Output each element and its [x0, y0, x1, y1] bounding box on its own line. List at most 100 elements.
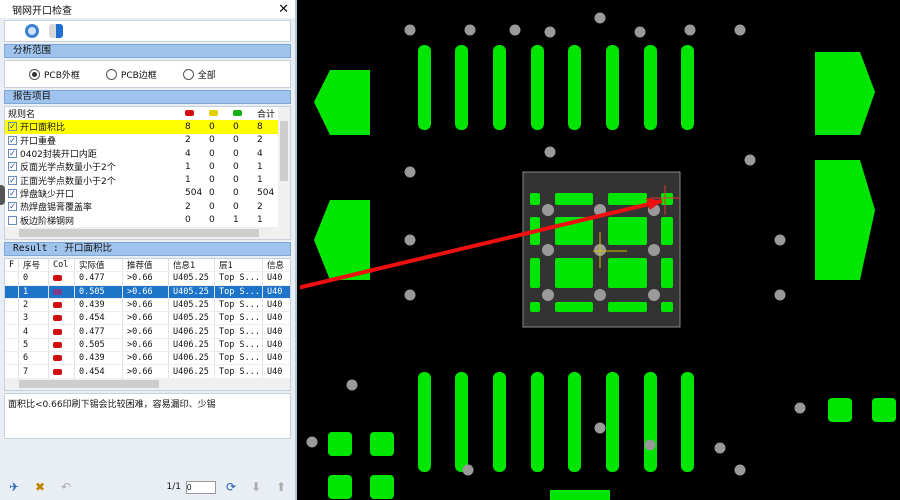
smd-pad	[606, 45, 619, 130]
rule-checkbox[interactable]: ✓	[8, 202, 17, 212]
actual-value: 0.505	[75, 338, 123, 352]
layer1: Top S...	[215, 298, 263, 312]
scope-option[interactable]: PCB边框	[105, 68, 157, 81]
result-row[interactable]: 2 0.439 >0.66 U405.25 Top S... U40	[5, 298, 290, 313]
info1: U405.25	[169, 312, 215, 325]
rule-row[interactable]: ✓ 反面光学点数量小于2个 1 0 0 1	[5, 160, 283, 173]
stencil-opening	[608, 302, 647, 312]
info2: U40	[263, 312, 290, 324]
radio-button[interactable]	[105, 68, 117, 80]
result-row[interactable]: 4 0.477 >0.66 U406.25 Top S... U40	[5, 325, 290, 339]
result-row[interactable]: 6 0.439 >0.66 U406.25 Top S... U40	[5, 352, 290, 366]
recommended-value: >0.66	[123, 338, 169, 352]
smd-pad	[418, 372, 431, 472]
yellow-count: 0	[209, 175, 215, 186]
color-swatch	[49, 365, 75, 378]
row-index: 6	[19, 352, 49, 365]
smd-pad	[644, 372, 657, 472]
column-header[interactable]: 实际值	[75, 259, 123, 272]
up-arrow-icon[interactable]: ⬆	[275, 480, 287, 494]
rule-row[interactable]: ✓ 正面光学点数量小于2个 1 0 0 1	[5, 173, 283, 187]
exit-icon[interactable]	[49, 24, 63, 38]
rule-row[interactable]: 板边阶梯钢网 0 0 1 1	[5, 213, 283, 227]
refresh-icon[interactable]	[25, 24, 39, 38]
rule-row[interactable]: ✓ 热焊盘锡膏覆盖率 2 0 0 2	[5, 200, 283, 213]
stencil-opening	[661, 193, 673, 205]
rule-checkbox[interactable]: ✓	[8, 135, 17, 145]
down-arrow-icon[interactable]: ⬇	[250, 480, 262, 494]
rule-name: 正面光学点数量小于2个	[20, 176, 116, 187]
via	[464, 24, 476, 36]
yellow-count: 0	[209, 161, 215, 172]
column-header[interactable]: 序号	[19, 259, 49, 272]
stencil-opening	[530, 302, 540, 312]
column-header[interactable]: 信息1	[169, 259, 215, 272]
via	[794, 402, 806, 414]
info1: U406.25	[169, 325, 215, 338]
yellow-count: 0	[209, 215, 215, 226]
panel-splitter[interactable]	[0, 185, 5, 205]
results-horizontal-scrollbar[interactable]	[5, 378, 290, 390]
recommended-value: >0.66	[123, 312, 169, 325]
pcb-canvas[interactable]	[300, 0, 900, 500]
go-icon[interactable]: ⟳	[225, 480, 237, 494]
rule-row[interactable]: ✓ 0402封装开口内距 4 0 0 4	[5, 147, 283, 160]
rule-checkbox[interactable]: ✓	[8, 122, 17, 132]
rule-name: 焊盘缺少开口	[20, 189, 75, 200]
close-icon[interactable]: ✕	[278, 1, 289, 17]
undo-icon[interactable]: ↶	[60, 480, 72, 494]
total-count: 1	[257, 175, 263, 186]
column-header[interactable]: F	[5, 259, 19, 272]
scope-option[interactable]: 全部	[182, 68, 216, 81]
scope-option[interactable]: PCB外框	[29, 68, 80, 81]
rule-row[interactable]: ✓ 焊盘缺少开口 504 0 0 504	[5, 187, 283, 200]
rule-row[interactable]: ✓ 开口重叠 2 0 0 2	[5, 134, 283, 147]
via	[404, 234, 416, 246]
column-header[interactable]: 推荐值	[123, 259, 169, 272]
result-row[interactable]: 3 0.454 >0.66 U405.25 Top S... U40	[5, 312, 290, 326]
red-status-icon	[185, 109, 194, 116]
report-header: 报告项目	[4, 90, 291, 104]
smd-pad	[568, 45, 581, 130]
result-row[interactable]: 0 0.477 >0.66 U405.25 Top S... U40	[5, 272, 290, 286]
title-bar: 钢网开口检查 ✕	[0, 0, 295, 18]
radio-button[interactable]	[182, 68, 194, 80]
info2: U40	[263, 339, 290, 351]
total-count: 2	[257, 201, 263, 212]
edge-pad	[314, 70, 370, 135]
result-row[interactable]: 5 0.505 >0.66 U406.25 Top S... U40	[5, 338, 290, 353]
column-header[interactable]: Col	[49, 259, 75, 272]
via	[594, 422, 606, 434]
via	[734, 24, 746, 36]
column-header[interactable]: 层1	[215, 259, 263, 272]
locate-icon[interactable]: ✈	[8, 480, 20, 494]
yellow-status-icon	[209, 109, 218, 116]
color-swatch	[49, 272, 75, 285]
page-input[interactable]	[186, 480, 216, 494]
rule-checkbox[interactable]: ✓	[8, 188, 17, 198]
square-pad	[370, 475, 394, 499]
result-row[interactable]: 1 0.505 >0.66 U405.25 Top S... U40	[5, 285, 290, 299]
smd-pad	[418, 45, 431, 130]
yellow-count: 0	[209, 201, 215, 212]
rule-checkbox[interactable]: ✓	[8, 162, 17, 172]
rule-row[interactable]: ✓ 开口面积比 8 0 0 8	[5, 120, 283, 134]
column-header[interactable]: 信息	[263, 259, 290, 271]
total-header: 合计	[257, 110, 276, 121]
color-swatch	[49, 338, 75, 352]
radio-button[interactable]	[29, 68, 40, 80]
rule-checkbox[interactable]	[8, 215, 17, 225]
rule-checkbox[interactable]: ✓	[8, 149, 17, 159]
info1: U406.25	[169, 365, 215, 378]
component-u405[interactable]	[522, 171, 681, 328]
info1: U405.25	[169, 285, 215, 298]
rule-checkbox[interactable]: ✓	[8, 175, 17, 185]
info1: U406.25	[169, 352, 215, 365]
row-index: 1	[19, 285, 49, 298]
recommended-value: >0.66	[123, 352, 169, 365]
result-row[interactable]: 7 0.454 >0.66 U406.25 Top S... U40	[5, 365, 290, 379]
rules-horizontal-scrollbar[interactable]	[5, 227, 290, 239]
result-header: Result : 开口面积比	[4, 242, 291, 256]
tools-icon[interactable]: ✖	[34, 480, 46, 494]
rules-vertical-scrollbar[interactable]	[278, 107, 290, 229]
